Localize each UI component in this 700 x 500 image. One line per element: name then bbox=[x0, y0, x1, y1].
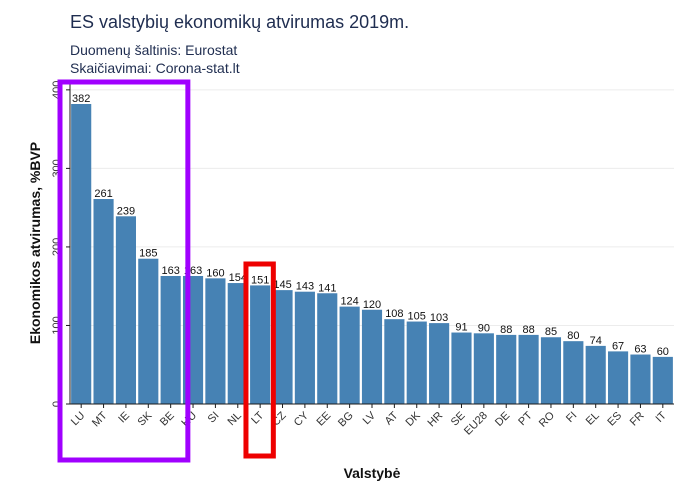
bar-el bbox=[585, 345, 606, 404]
value-label: 103 bbox=[430, 312, 448, 324]
value-label: 239 bbox=[117, 205, 135, 217]
value-label: 60 bbox=[657, 346, 669, 358]
value-label: 85 bbox=[545, 326, 557, 338]
bar-fi bbox=[563, 341, 584, 404]
value-label: 163 bbox=[161, 265, 179, 277]
bar-es bbox=[608, 351, 629, 404]
bar-ee bbox=[317, 293, 338, 404]
x-tick-label: IT bbox=[654, 409, 670, 425]
x-axis-title: Valstybė bbox=[344, 465, 401, 481]
bar-at bbox=[384, 319, 405, 404]
bar-mt bbox=[93, 199, 114, 404]
x-tick-label: HR bbox=[426, 410, 446, 430]
value-label: 160 bbox=[206, 267, 224, 279]
bar-ro bbox=[540, 337, 562, 404]
x-tick-label: RO bbox=[537, 409, 557, 429]
bar-be bbox=[160, 275, 181, 404]
value-label: 151 bbox=[251, 274, 269, 286]
x-tick-label: LT bbox=[249, 409, 266, 426]
x-tick-label: BG bbox=[336, 410, 356, 430]
y-tick-label: 0 bbox=[51, 401, 63, 407]
x-tick-label: DE bbox=[493, 410, 512, 429]
value-label: 154 bbox=[229, 272, 247, 284]
value-label: 74 bbox=[590, 335, 602, 347]
value-label: 88 bbox=[522, 324, 534, 336]
bar-cy bbox=[294, 291, 315, 404]
value-label: 91 bbox=[455, 322, 467, 334]
x-tick-label: AT bbox=[383, 409, 401, 427]
x-tick-label: IE bbox=[116, 410, 132, 426]
value-label: 90 bbox=[478, 322, 490, 334]
bar-bg bbox=[339, 306, 360, 404]
bar-cz bbox=[272, 290, 293, 404]
x-tick-label: PT bbox=[516, 409, 535, 428]
bar-ie bbox=[115, 216, 136, 404]
value-label: 120 bbox=[363, 299, 381, 311]
bar-se bbox=[451, 332, 472, 404]
x-tick-label: NL bbox=[225, 410, 243, 428]
x-tick-label: SK bbox=[136, 409, 155, 428]
value-label: 88 bbox=[500, 324, 512, 336]
value-label: 124 bbox=[340, 296, 358, 308]
bar-si bbox=[205, 278, 226, 404]
bar-fr bbox=[630, 354, 651, 404]
chart-title: ES valstybių ekonomikų atvirumas 2019m. bbox=[70, 12, 410, 32]
bar-hr bbox=[429, 323, 450, 404]
calc-note: Skaičiavimai: Corona-stat.lt bbox=[70, 60, 240, 76]
highlight-box-lt bbox=[243, 261, 276, 459]
y-axis-title: Ekonomikos atvirumas, %BVP bbox=[27, 142, 43, 344]
bar-pt bbox=[518, 334, 539, 404]
value-label: 80 bbox=[567, 330, 579, 342]
bar-sk bbox=[138, 258, 159, 404]
x-tick-label: ES bbox=[605, 410, 624, 429]
value-label: 261 bbox=[94, 188, 112, 200]
bar-lu bbox=[71, 103, 92, 405]
bar-de bbox=[496, 334, 517, 404]
x-tick-label: DK bbox=[404, 409, 424, 429]
x-tick-label: FR bbox=[628, 410, 647, 429]
value-label: 141 bbox=[318, 282, 336, 294]
x-tick-label: SI bbox=[206, 410, 222, 426]
bar-eu28 bbox=[473, 333, 494, 404]
x-tick-label: LV bbox=[361, 409, 379, 427]
value-label: 143 bbox=[296, 281, 314, 293]
bar-lv bbox=[361, 309, 383, 404]
x-tick-label: FI bbox=[564, 410, 579, 425]
value-label: 63 bbox=[634, 344, 646, 356]
bar-nl bbox=[227, 283, 248, 404]
x-tick-label: EU28 bbox=[462, 410, 490, 438]
source-note: Duomenų šaltinis: Eurostat bbox=[70, 42, 238, 58]
highlight-box-group bbox=[57, 79, 191, 463]
bar-dk bbox=[406, 321, 427, 404]
x-tick-label: LU bbox=[69, 410, 87, 428]
value-label: 382 bbox=[72, 93, 90, 105]
value-label: 67 bbox=[612, 340, 624, 352]
bar-it bbox=[652, 356, 673, 404]
value-label: 145 bbox=[273, 279, 291, 291]
x-tick-label: MT bbox=[90, 409, 110, 429]
value-label: 108 bbox=[385, 308, 403, 320]
x-tick-label: CY bbox=[292, 409, 312, 429]
value-label: 185 bbox=[139, 248, 157, 260]
x-tick-label: EL bbox=[584, 410, 602, 428]
x-tick-label: EE bbox=[315, 410, 334, 429]
value-label: 105 bbox=[408, 311, 426, 323]
x-tick-label: BE bbox=[158, 410, 177, 429]
bar-lt bbox=[250, 285, 271, 404]
